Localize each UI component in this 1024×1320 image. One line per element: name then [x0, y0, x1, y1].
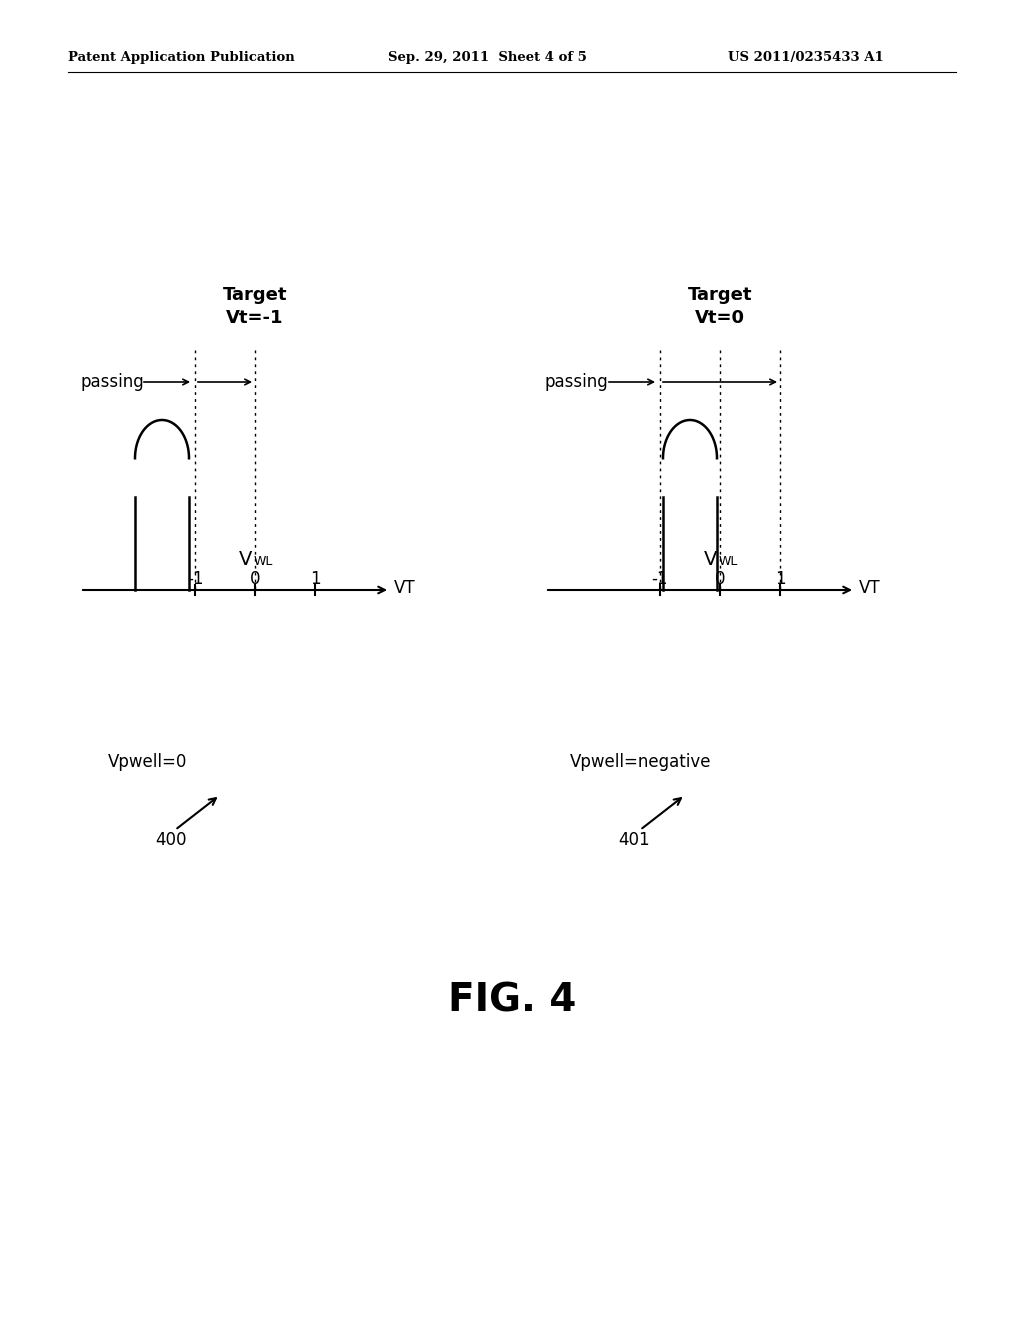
Text: V: V [239, 550, 252, 569]
Text: Sep. 29, 2011  Sheet 4 of 5: Sep. 29, 2011 Sheet 4 of 5 [388, 51, 587, 65]
Text: US 2011/0235433 A1: US 2011/0235433 A1 [728, 51, 884, 65]
Text: Vt=0: Vt=0 [695, 309, 745, 327]
Text: 0: 0 [250, 570, 260, 587]
Text: V: V [703, 550, 717, 569]
Text: Vt=-1: Vt=-1 [226, 309, 284, 327]
Text: Patent Application Publication: Patent Application Publication [68, 51, 295, 65]
Text: 401: 401 [618, 832, 649, 849]
Text: passing: passing [545, 374, 608, 391]
Text: Target: Target [688, 286, 753, 304]
Text: passing: passing [80, 374, 143, 391]
Text: WL: WL [719, 554, 738, 568]
Text: 1: 1 [309, 570, 321, 587]
Text: Target: Target [223, 286, 288, 304]
Text: 400: 400 [155, 832, 186, 849]
Text: VT: VT [394, 579, 416, 597]
Text: WL: WL [254, 554, 273, 568]
Text: 0: 0 [715, 570, 725, 587]
Text: -1: -1 [186, 570, 203, 587]
Text: 1: 1 [775, 570, 785, 587]
Text: VT: VT [859, 579, 881, 597]
Text: -1: -1 [651, 570, 669, 587]
Text: Vpwell=negative: Vpwell=negative [570, 752, 712, 771]
Text: Vpwell=0: Vpwell=0 [108, 752, 187, 771]
Text: FIG. 4: FIG. 4 [447, 981, 577, 1019]
